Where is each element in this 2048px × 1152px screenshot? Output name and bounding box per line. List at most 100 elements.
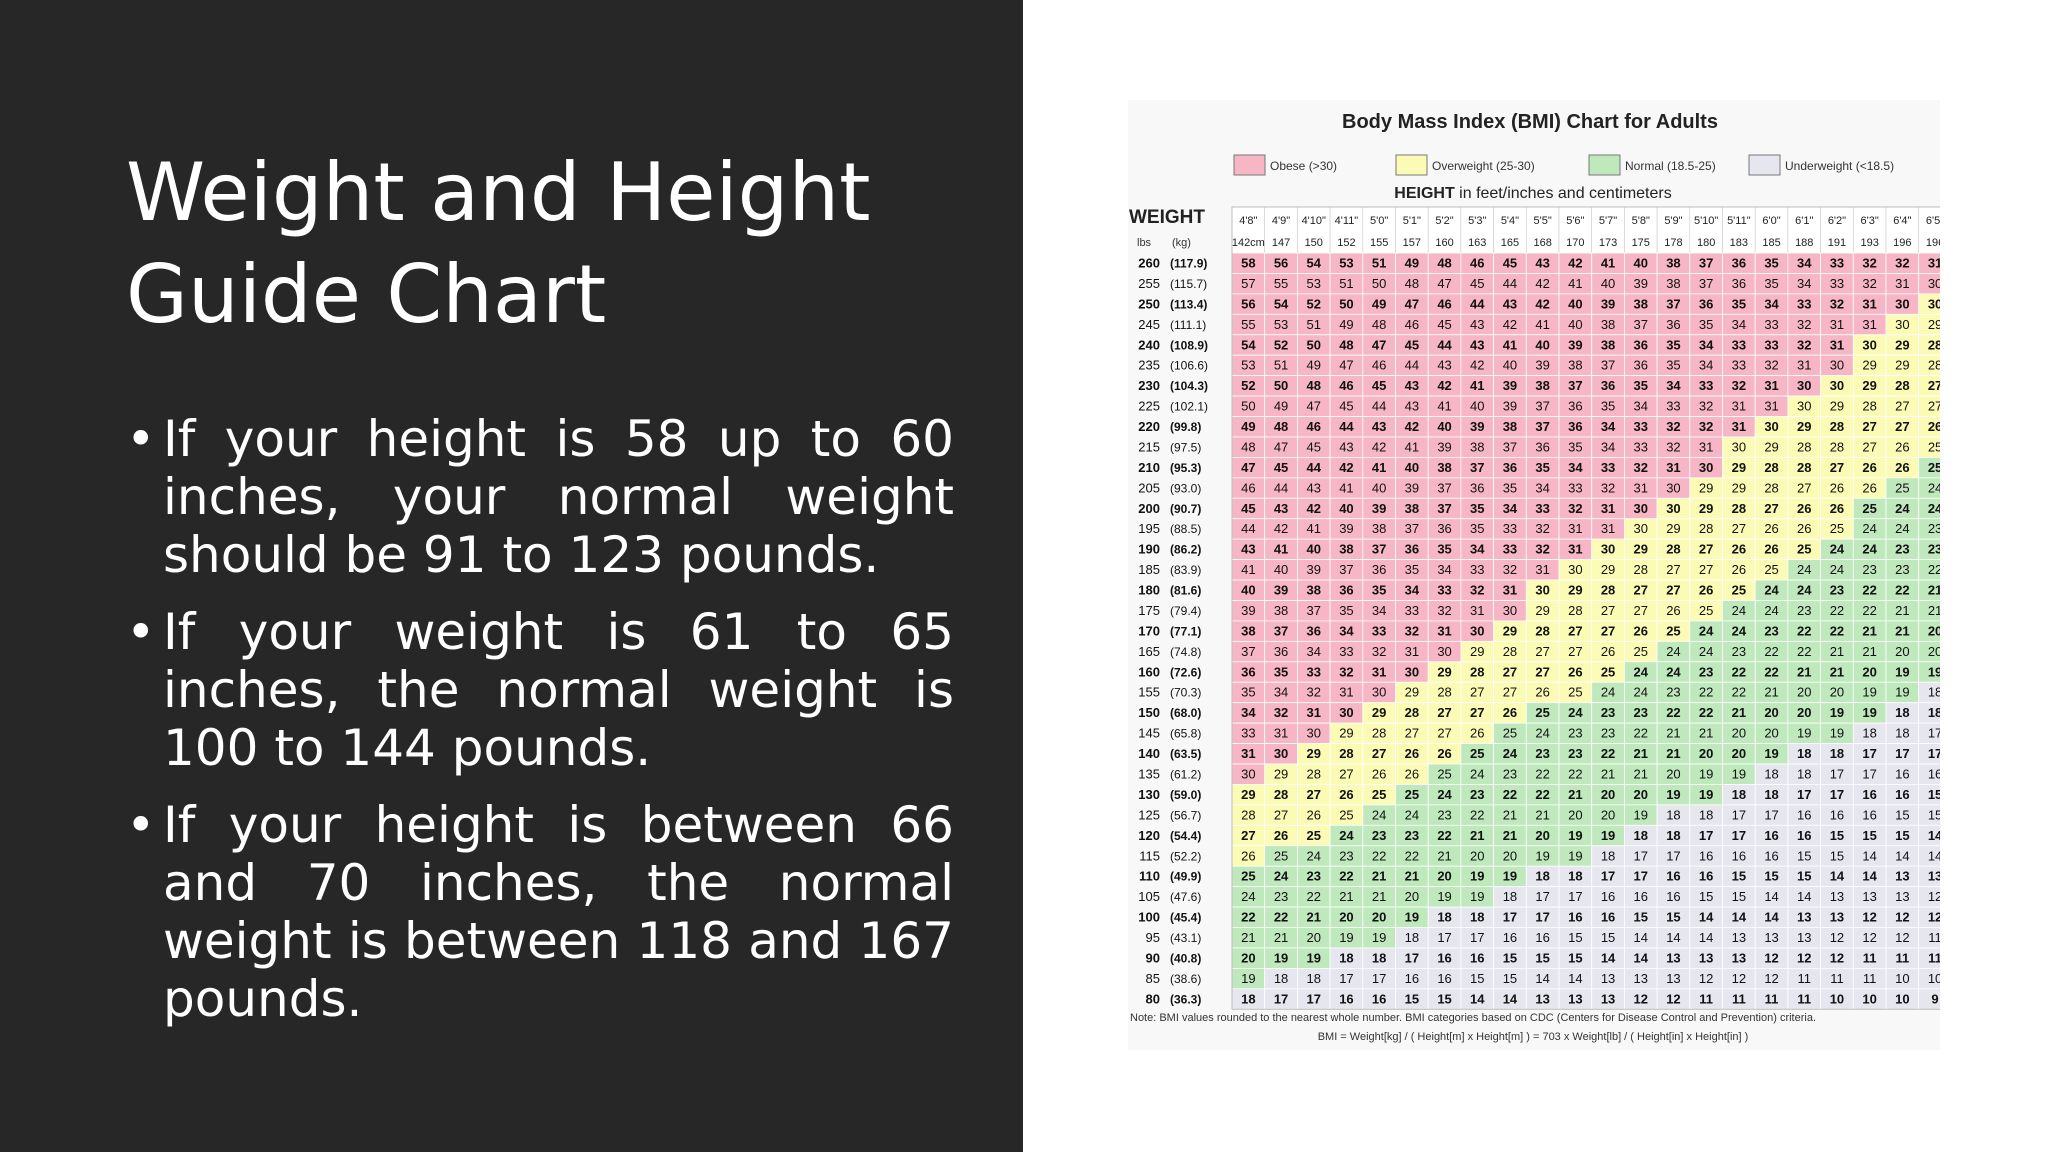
kg-label: (kg) bbox=[1172, 237, 1191, 249]
bmi-value: 19 bbox=[1699, 767, 1713, 782]
bmi-value: 19 bbox=[1666, 787, 1680, 802]
bmi-value: 31 bbox=[1535, 562, 1549, 577]
bmi-value: 42 bbox=[1274, 521, 1288, 536]
bmi-value: 16 bbox=[1437, 950, 1451, 965]
bmi-value: 13 bbox=[1797, 930, 1811, 945]
bmi-value: 16 bbox=[1437, 971, 1451, 986]
bmi-value: 29 bbox=[1437, 664, 1451, 679]
bmi-value: 38 bbox=[1634, 296, 1648, 311]
bmi-value: 10 bbox=[1895, 971, 1909, 986]
bmi-value: 31 bbox=[1568, 521, 1582, 536]
weight-kg-label: (49.9) bbox=[1170, 870, 1201, 884]
bmi-value: 50 bbox=[1339, 296, 1353, 311]
bmi-value: 34 bbox=[1634, 399, 1648, 414]
bmi-value: 27 bbox=[1339, 767, 1353, 782]
bmi-value: 17 bbox=[1797, 787, 1811, 802]
bmi-value: 35 bbox=[1241, 685, 1255, 700]
height-cm-label: 173 bbox=[1599, 237, 1617, 249]
weight-lbs-label: 235 bbox=[1138, 358, 1160, 373]
bmi-value: 40 bbox=[1503, 358, 1517, 373]
bmi-value: 22 bbox=[1764, 664, 1778, 679]
bmi-value: 38 bbox=[1666, 256, 1680, 271]
height-ft-label: 5'3" bbox=[1468, 215, 1486, 227]
bmi-value: 26 bbox=[1535, 685, 1549, 700]
bmi-value: 19 bbox=[1470, 869, 1484, 884]
bmi-value: 15 bbox=[1732, 869, 1746, 884]
bmi-value: 28 bbox=[1405, 705, 1419, 720]
bmi-value: 37 bbox=[1274, 623, 1288, 638]
bmi-value: 23 bbox=[1437, 807, 1451, 822]
bmi-value: 22 bbox=[1405, 848, 1419, 863]
bmi-value: 16 bbox=[1405, 971, 1419, 986]
bmi-value: 51 bbox=[1307, 317, 1321, 332]
bmi-value: 42 bbox=[1535, 276, 1549, 291]
height-header-cell bbox=[1591, 206, 1625, 254]
bmi-value: 48 bbox=[1307, 378, 1321, 393]
bmi-value: 27 bbox=[1797, 480, 1811, 495]
bmi-value: 33 bbox=[1405, 603, 1419, 618]
bmi-value: 42 bbox=[1372, 439, 1386, 454]
bmi-value: 43 bbox=[1405, 378, 1419, 393]
weight-lbs-label: 240 bbox=[1138, 337, 1160, 352]
bmi-value: 27 bbox=[1470, 685, 1484, 700]
height-ft-label: 5'6" bbox=[1566, 215, 1584, 227]
bmi-value: 42 bbox=[1503, 317, 1517, 332]
bmi-value: 26 bbox=[1862, 460, 1876, 475]
bmi-value: 14 bbox=[1699, 930, 1713, 945]
height-ft-label: 6'4" bbox=[1893, 215, 1911, 227]
bmi-value: 26 bbox=[1928, 419, 1940, 434]
height-header-cell bbox=[1297, 206, 1331, 254]
bmi-value: 18 bbox=[1895, 705, 1909, 720]
bmi-value: 25 bbox=[1732, 583, 1746, 598]
bmi-value: 34 bbox=[1699, 337, 1714, 352]
bmi-value: 16 bbox=[1372, 991, 1386, 1006]
chart-title: Body Mass Index (BMI) Chart for Adults bbox=[1342, 111, 1718, 133]
bmi-value: 30 bbox=[1830, 358, 1844, 373]
bmi-value: 29 bbox=[1470, 644, 1484, 659]
weight-kg-label: (56.7) bbox=[1170, 808, 1201, 822]
bmi-value: 27 bbox=[1535, 644, 1549, 659]
bmi-value: 29 bbox=[1862, 358, 1876, 373]
bmi-value: 34 bbox=[1699, 358, 1713, 373]
bmi-value: 19 bbox=[1535, 848, 1549, 863]
bmi-value: 31 bbox=[1274, 726, 1288, 741]
bmi-value: 38 bbox=[1241, 623, 1255, 638]
bmi-value: 24 bbox=[1372, 807, 1386, 822]
bmi-value: 13 bbox=[1601, 971, 1615, 986]
bmi-value: 31 bbox=[1797, 358, 1811, 373]
bmi-value: 49 bbox=[1274, 399, 1288, 414]
bmi-value: 42 bbox=[1405, 419, 1419, 434]
weight-lbs-label: 200 bbox=[1138, 501, 1160, 516]
bmi-value: 31 bbox=[1437, 623, 1451, 638]
bmi-value: 17 bbox=[1699, 828, 1713, 843]
weight-lbs-label: 150 bbox=[1138, 705, 1160, 720]
bmi-value: 32 bbox=[1339, 664, 1353, 679]
height-ft-label: 6'5" bbox=[1926, 215, 1940, 227]
height-cm-label: 193 bbox=[1860, 237, 1878, 249]
bmi-value: 33 bbox=[1764, 317, 1778, 332]
bmi-value: 52 bbox=[1307, 296, 1321, 311]
bmi-grid: 4'8"142cm4'9"1474'10"1504'11"1525'0"1555… bbox=[1138, 206, 1940, 1010]
weight-kg-label: (111.1) bbox=[1170, 318, 1206, 332]
bmi-value: 34 bbox=[1797, 276, 1811, 291]
bmi-value: 13 bbox=[1732, 930, 1746, 945]
legend-label: Underweight (<18.5) bbox=[1785, 159, 1894, 173]
height-ft-label: 5'5" bbox=[1534, 215, 1552, 227]
weight-lbs-label: 80 bbox=[1146, 991, 1160, 1006]
bmi-value: 16 bbox=[1601, 889, 1615, 904]
bmi-value: 35 bbox=[1372, 583, 1386, 598]
bmi-value: 26 bbox=[1568, 664, 1582, 679]
weight-kg-label: (38.6) bbox=[1170, 972, 1201, 986]
bmi-value: 30 bbox=[1699, 460, 1713, 475]
bmi-value: 51 bbox=[1372, 256, 1386, 271]
bmi-value: 32 bbox=[1666, 419, 1680, 434]
bmi-value: 26 bbox=[1830, 480, 1844, 495]
bmi-value: 42 bbox=[1339, 460, 1353, 475]
bmi-value: 20 bbox=[1634, 787, 1648, 802]
bmi-value: 37 bbox=[1437, 501, 1451, 516]
bmi-value: 25 bbox=[1437, 767, 1451, 782]
weight-lbs-label: 110 bbox=[1139, 869, 1160, 884]
bmi-value: 21 bbox=[1830, 664, 1844, 679]
bmi-value: 33 bbox=[1764, 337, 1778, 352]
bmi-value: 21 bbox=[1405, 869, 1419, 884]
